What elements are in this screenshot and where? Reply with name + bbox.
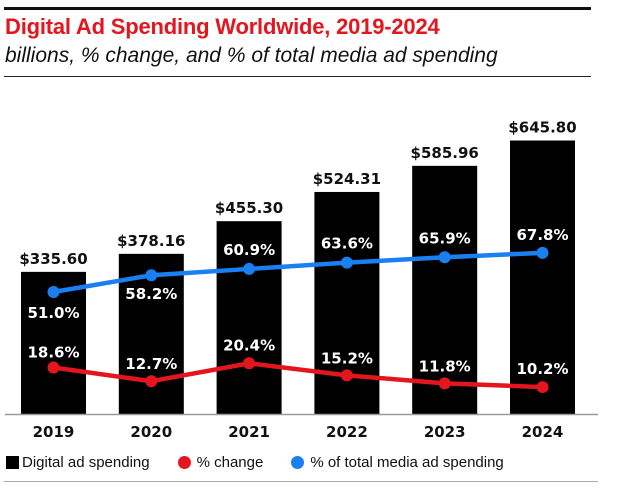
bar-value-label-2023: $585.96 xyxy=(411,144,479,162)
share-point-2021 xyxy=(243,262,256,275)
share-label-2024: 67.8% xyxy=(516,226,568,244)
change-point-2020 xyxy=(145,375,158,388)
legend-item-change: % change xyxy=(177,453,264,471)
chart-title: Digital Ad Spending Worldwide, 2019-2024 xyxy=(5,14,440,39)
change-point-2021 xyxy=(243,357,256,370)
change-point-2022 xyxy=(340,369,353,382)
legend-label: % of total media ad spending xyxy=(310,453,504,471)
share-point-2019 xyxy=(47,286,60,298)
legend-label: % change xyxy=(196,453,264,471)
x-tick-label-2023: 2023 xyxy=(424,423,466,441)
legend-item-share: % of total media ad spending xyxy=(291,453,504,471)
share-line xyxy=(53,250,543,295)
legend-item-spending: Digital ad spending xyxy=(6,454,150,471)
x-tick-label-2020: 2020 xyxy=(130,423,172,441)
bar-value-label-2021: $455.30 xyxy=(215,199,283,217)
share-label-2020: 58.2% xyxy=(125,285,177,303)
x-tick-label-2021: 2021 xyxy=(228,423,270,441)
red-dot-icon xyxy=(177,455,191,469)
x-tick-label-2022: 2022 xyxy=(326,423,368,441)
share-point-2024 xyxy=(536,246,549,259)
legend: Digital ad spending % change % of total … xyxy=(6,452,532,472)
bar-2021 xyxy=(216,221,282,414)
change-label-2019: 18.6% xyxy=(27,343,79,361)
share-label-2021: 60.9% xyxy=(223,241,275,259)
share-point-2022 xyxy=(340,256,353,269)
bar-value-label-2022: $524.31 xyxy=(313,170,381,188)
change-label-2023: 11.8% xyxy=(419,357,471,375)
change-point-2024 xyxy=(536,381,549,394)
bar-value-label-2019: $335.60 xyxy=(19,250,87,268)
square-icon xyxy=(6,455,19,469)
share-point-2020 xyxy=(145,269,158,282)
bar-value-label-2020: $378.16 xyxy=(117,232,185,250)
x-tick-label-2024: 2024 xyxy=(522,423,564,441)
change-line xyxy=(53,361,543,390)
change-label-2022: 15.2% xyxy=(321,349,373,367)
top-rule xyxy=(4,7,591,10)
footer-divider xyxy=(4,481,598,482)
bar-2024 xyxy=(510,140,575,414)
header-divider xyxy=(4,76,591,77)
chart-subtitle: billions, % change, and % of total media… xyxy=(5,44,498,67)
x-tick-label-2019: 2019 xyxy=(33,423,75,441)
bar-2023 xyxy=(412,165,478,414)
share-label-2023: 65.9% xyxy=(419,229,471,247)
share-label-2019: 51.0% xyxy=(27,304,79,322)
change-point-2023 xyxy=(438,377,451,390)
legend-label: Digital ad spending xyxy=(22,453,150,471)
change-label-2020: 12.7% xyxy=(125,355,177,373)
change-label-2024: 10.2% xyxy=(516,360,568,378)
share-point-2023 xyxy=(438,251,451,264)
share-label-2022: 63.6% xyxy=(321,235,373,253)
blue-dot-icon xyxy=(291,455,305,469)
change-label-2021: 20.4% xyxy=(223,336,275,354)
change-point-2019 xyxy=(47,361,60,374)
bar-value-label-2024: $645.80 xyxy=(508,119,576,137)
